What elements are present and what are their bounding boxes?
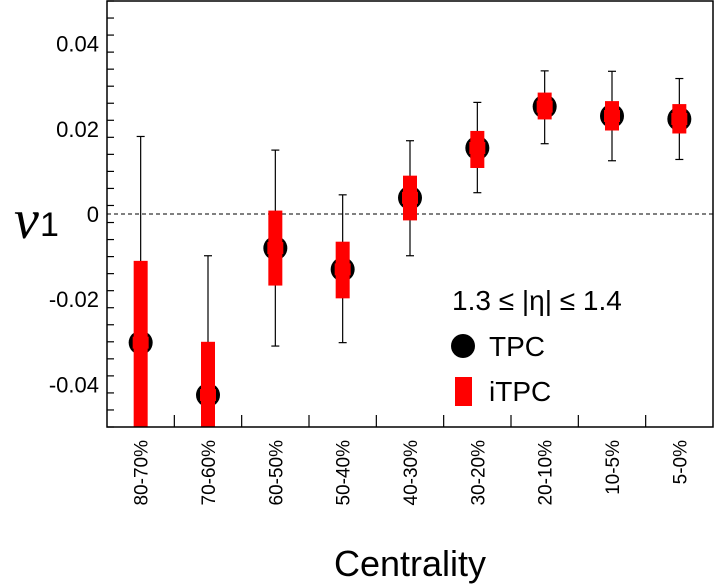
x-category-label: 30-20% [468,440,489,506]
itpc-data-point [334,263,351,276]
y-axis-title: v [14,189,39,251]
y-tick-label: 0 [87,202,99,227]
x-category-label: 50-40% [334,440,355,506]
x-category-label: 10-5% [603,440,624,495]
y-tick-label: 0.02 [56,117,99,142]
legend: TPC iTPC [451,331,551,407]
axes-layer: -0.04 -0.02 0 0.02 0.04 80-70% 70-60% 60-50% 50-… [49,0,714,506]
x-category-label: 40-30% [401,440,422,506]
x-category-label: 5-0% [670,440,691,484]
legend-marker-itpc [455,377,472,406]
x-category-label: 80-70% [132,440,153,506]
x-category-label: 60-50% [266,440,287,506]
y-axis-title-subscript: 1 [40,206,59,244]
itpc-data-point [267,242,284,255]
itpc-data-point [604,110,620,123]
itpc-data-point [132,336,149,349]
itpc-data-point [469,141,486,154]
itpc-data-point [671,113,688,126]
itpc-data-point [200,389,216,402]
y-tick-label: -0.02 [49,287,99,312]
eta-range-annotation: 1.3 ≤ |η| ≤ 1.4 [452,285,622,316]
y-tick-label: 0.04 [56,32,99,57]
x-category-label: 70-60% [199,440,220,506]
x-category-label: 20-10% [536,440,557,506]
itpc-error-band [201,341,215,427]
x-axis-title: Centrality [334,543,486,584]
legend-label-itpc: iTPC [489,376,551,407]
legend-label-tpc: TPC [489,331,545,362]
plot-layer [107,70,713,427]
plot-frame [106,0,714,428]
itpc-data-point [536,100,553,113]
legend-marker-tpc [451,334,475,358]
y-tick-label: -0.04 [49,372,99,397]
itpc-data-point [402,191,418,204]
